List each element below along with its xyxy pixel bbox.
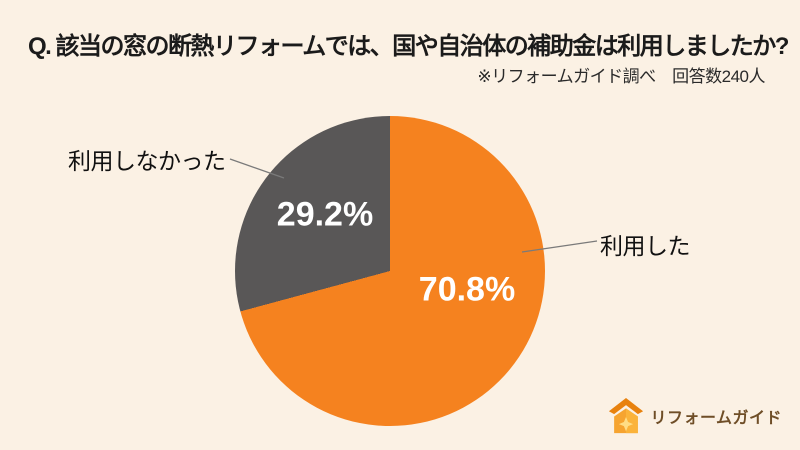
pie-value-not-used: 29.2% xyxy=(276,195,374,234)
house-icon xyxy=(609,397,644,434)
pie-chart xyxy=(235,116,545,426)
pie-label-not-used: 利用しなかった xyxy=(68,148,226,174)
source-note: ※リフォームガイド調べ 回答数240人 xyxy=(477,67,765,86)
pie-label-used: 利用した xyxy=(600,233,691,259)
question-title: Q. 該当の窓の断熱リフォームでは、国や自治体の補助金は利用しましたか? xyxy=(28,33,789,60)
brand-name: リフォームガイド xyxy=(650,410,782,427)
pie-value-used: 70.8% xyxy=(418,270,516,309)
brand-logo: リフォームガイド xyxy=(607,396,782,436)
